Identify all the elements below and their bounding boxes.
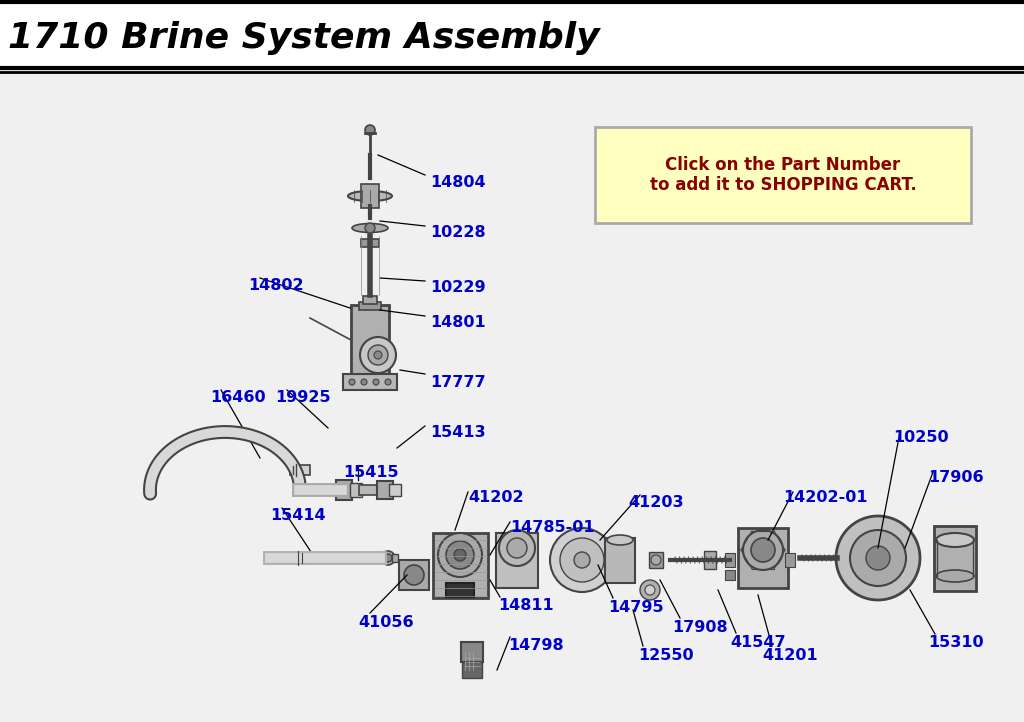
Circle shape (384, 554, 392, 562)
FancyBboxPatch shape (461, 642, 483, 662)
FancyBboxPatch shape (496, 533, 538, 588)
Circle shape (365, 223, 375, 233)
Circle shape (645, 585, 655, 595)
Circle shape (381, 551, 395, 565)
Circle shape (743, 530, 783, 570)
Circle shape (651, 555, 662, 565)
FancyBboxPatch shape (389, 484, 401, 496)
Text: 15415: 15415 (343, 465, 398, 480)
FancyBboxPatch shape (361, 239, 379, 247)
Ellipse shape (607, 535, 633, 545)
FancyBboxPatch shape (446, 583, 474, 597)
Text: 1710 Brine System Assembly: 1710 Brine System Assembly (8, 21, 600, 55)
FancyBboxPatch shape (785, 553, 795, 567)
Text: 14798: 14798 (508, 638, 563, 653)
Text: 12550: 12550 (638, 648, 693, 663)
Text: 10229: 10229 (430, 280, 485, 295)
FancyBboxPatch shape (350, 483, 362, 497)
FancyBboxPatch shape (359, 485, 377, 495)
Text: 14785-01: 14785-01 (510, 520, 595, 535)
FancyBboxPatch shape (290, 465, 310, 475)
Circle shape (349, 379, 355, 385)
Circle shape (404, 565, 424, 585)
FancyBboxPatch shape (359, 302, 381, 310)
Circle shape (640, 580, 660, 600)
Text: 10250: 10250 (893, 430, 948, 445)
Circle shape (454, 549, 466, 561)
Circle shape (507, 538, 527, 558)
FancyBboxPatch shape (605, 537, 635, 583)
Text: 41056: 41056 (358, 615, 414, 630)
Text: 15414: 15414 (270, 508, 326, 523)
Circle shape (373, 379, 379, 385)
Text: 17906: 17906 (928, 470, 984, 485)
Text: 14795: 14795 (608, 600, 664, 615)
FancyBboxPatch shape (649, 552, 663, 568)
Text: 10228: 10228 (430, 225, 485, 240)
Text: 14802: 14802 (248, 278, 304, 293)
Ellipse shape (352, 224, 388, 232)
FancyBboxPatch shape (462, 662, 482, 678)
Circle shape (560, 538, 604, 582)
Text: 41201: 41201 (762, 648, 817, 663)
FancyBboxPatch shape (362, 296, 377, 304)
Text: Click on the Part Number
to add it to SHOPPING CART.: Click on the Part Number to add it to SH… (649, 156, 916, 194)
Text: 14202-01: 14202-01 (783, 490, 867, 505)
Text: 41547: 41547 (730, 635, 785, 650)
Circle shape (360, 337, 396, 373)
Circle shape (361, 379, 367, 385)
Text: 41203: 41203 (628, 495, 684, 510)
Text: 15413: 15413 (430, 425, 485, 440)
Text: 14801: 14801 (430, 315, 485, 330)
Text: 16460: 16460 (210, 390, 265, 405)
Circle shape (438, 533, 482, 577)
Circle shape (574, 552, 590, 568)
Ellipse shape (936, 533, 974, 547)
Circle shape (374, 351, 382, 359)
FancyBboxPatch shape (0, 0, 1024, 70)
Circle shape (550, 528, 614, 592)
Text: 17777: 17777 (430, 375, 485, 390)
FancyBboxPatch shape (705, 551, 716, 569)
Circle shape (836, 516, 920, 600)
Circle shape (365, 125, 375, 135)
Circle shape (751, 538, 775, 562)
FancyBboxPatch shape (392, 554, 398, 562)
Circle shape (499, 530, 535, 566)
FancyBboxPatch shape (934, 526, 976, 591)
Ellipse shape (348, 191, 392, 201)
Ellipse shape (936, 570, 974, 582)
Text: 15310: 15310 (928, 635, 984, 650)
Circle shape (850, 530, 906, 586)
FancyBboxPatch shape (432, 533, 487, 598)
FancyBboxPatch shape (336, 480, 352, 500)
FancyBboxPatch shape (595, 127, 971, 223)
Circle shape (368, 345, 388, 365)
Text: 14811: 14811 (498, 598, 554, 613)
Circle shape (446, 541, 474, 569)
FancyBboxPatch shape (725, 570, 735, 580)
FancyBboxPatch shape (343, 374, 397, 390)
FancyBboxPatch shape (399, 560, 429, 590)
FancyBboxPatch shape (351, 305, 389, 375)
Text: 19925: 19925 (275, 390, 331, 405)
FancyBboxPatch shape (738, 528, 788, 588)
FancyBboxPatch shape (377, 481, 393, 499)
Circle shape (866, 546, 890, 570)
Circle shape (385, 379, 391, 385)
FancyBboxPatch shape (361, 184, 379, 208)
Text: 14804: 14804 (430, 175, 485, 190)
FancyBboxPatch shape (297, 553, 315, 563)
Text: 17908: 17908 (672, 620, 728, 635)
FancyBboxPatch shape (725, 553, 735, 567)
Text: 41202: 41202 (468, 490, 523, 505)
